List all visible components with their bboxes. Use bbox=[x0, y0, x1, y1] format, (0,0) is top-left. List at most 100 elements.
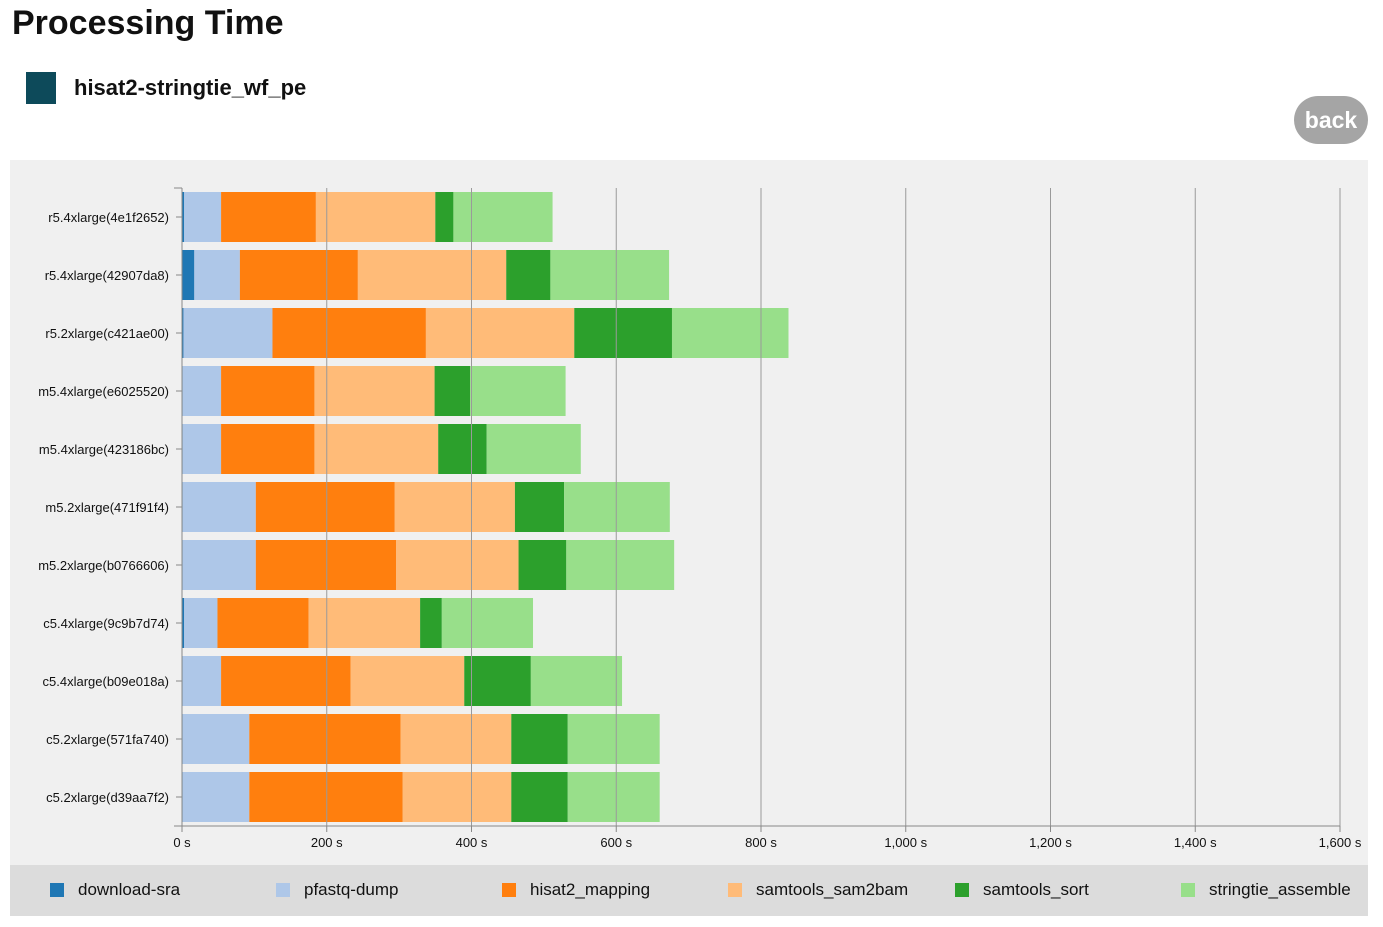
gridlines bbox=[326, 188, 1341, 826]
bar-segment bbox=[314, 424, 439, 474]
bar-segment bbox=[182, 656, 222, 706]
y-tick-label: c5.2xlarge(571fa740) bbox=[46, 732, 169, 747]
bar-segment bbox=[182, 540, 256, 590]
x-tick-label: 1,200 s bbox=[1029, 835, 1072, 850]
y-tick-label: r5.4xlarge(4e1f2652) bbox=[48, 210, 169, 225]
bar-segment bbox=[183, 308, 273, 358]
bar-segment bbox=[221, 192, 316, 242]
workflow-label: hisat2-stringtie_wf_pe bbox=[74, 75, 307, 100]
bar-segment bbox=[453, 192, 553, 242]
bar-segment bbox=[184, 192, 222, 242]
y-tick-label: m5.4xlarge(e6025520) bbox=[38, 384, 169, 399]
legend-label: pfastq-dump bbox=[304, 880, 399, 899]
bar-segment bbox=[566, 540, 675, 590]
series-legend: download-sra pfastq-dump hisat2_mapping sam… bbox=[10, 865, 1368, 916]
bar-segment bbox=[255, 482, 395, 532]
bar-segment bbox=[400, 714, 512, 764]
bar-segment bbox=[550, 250, 670, 300]
bar-segment bbox=[194, 250, 240, 300]
bar-segment bbox=[402, 772, 512, 822]
bar-segment bbox=[434, 366, 471, 416]
legend-swatch bbox=[50, 883, 64, 897]
bar-segment bbox=[182, 192, 185, 242]
bar-segment bbox=[530, 656, 623, 706]
bar-segment bbox=[511, 714, 568, 764]
bar-segment bbox=[435, 192, 454, 242]
x-tick-label: 800 s bbox=[745, 835, 777, 850]
bar-segment bbox=[567, 772, 660, 822]
bar-segment bbox=[486, 424, 581, 474]
page-title: Processing Time bbox=[12, 4, 284, 42]
bar-segment bbox=[574, 308, 672, 358]
x-tick-label: 1,000 s bbox=[884, 835, 927, 850]
bar-segment bbox=[217, 598, 309, 648]
legend-label: hisat2_mapping bbox=[530, 880, 651, 899]
bar-segment bbox=[221, 424, 315, 474]
bar-segment bbox=[239, 250, 358, 300]
y-tick-label: r5.2xlarge(c421ae00) bbox=[45, 326, 169, 341]
bar-segment bbox=[394, 482, 515, 532]
bar-segment bbox=[464, 656, 531, 706]
workflow-swatch bbox=[26, 72, 56, 104]
legend-item-download-sra: download-sra bbox=[50, 880, 180, 900]
bar-segment bbox=[182, 714, 250, 764]
workflow-legend: hisat2-stringtie_wf_pe bbox=[26, 72, 306, 104]
processing-time-chart: r5.4xlarge(4e1f2652) r5.4xlarge(42907da8)… bbox=[38, 187, 1362, 850]
legend-label: stringtie_assemble bbox=[1209, 880, 1351, 899]
bar-segment bbox=[249, 714, 401, 764]
bar-segment bbox=[425, 308, 575, 358]
y-tick-label: c5.2xlarge(d39aa7f2) bbox=[46, 790, 169, 805]
y-tick-label: m5.2xlarge(471f91f4) bbox=[45, 500, 169, 515]
x-tick-label: 600 s bbox=[600, 835, 632, 850]
legend-item-hisat2-mapping: hisat2_mapping bbox=[502, 880, 650, 900]
bar-segment bbox=[308, 598, 421, 648]
x-tick-label: 0 s bbox=[173, 835, 191, 850]
legend-swatch bbox=[276, 883, 290, 897]
y-tick-label: r5.4xlarge(42907da8) bbox=[45, 268, 169, 283]
y-tick-label: c5.4xlarge(9c9b7d74) bbox=[43, 616, 169, 631]
legend-swatch bbox=[728, 883, 742, 897]
legend-label: samtools_sort bbox=[983, 880, 1089, 899]
bar-segment bbox=[357, 250, 507, 300]
bar-segment bbox=[314, 366, 435, 416]
x-tick-label: 1,600 s bbox=[1319, 835, 1362, 850]
y-tick-label: c5.4xlarge(b09e018a) bbox=[43, 674, 169, 689]
legend-label: samtools_sam2bam bbox=[756, 880, 909, 899]
bar-segment bbox=[182, 424, 222, 474]
bar-segment bbox=[518, 540, 567, 590]
legend-item-samtools-sam2bam: samtools_sam2bam bbox=[728, 880, 908, 900]
back-button[interactable]: back bbox=[1294, 96, 1368, 144]
bar-segment bbox=[420, 598, 442, 648]
bar-segment bbox=[511, 772, 568, 822]
legend-swatch bbox=[1181, 883, 1195, 897]
bar-segment bbox=[272, 308, 426, 358]
legend-item-samtools-sort: samtools_sort bbox=[955, 880, 1089, 900]
bar-segment bbox=[315, 192, 436, 242]
bar-segment bbox=[184, 598, 218, 648]
y-tick-label: m5.4xlarge(423186bc) bbox=[39, 442, 169, 457]
legend-swatch bbox=[502, 883, 516, 897]
x-tick-label: 200 s bbox=[311, 835, 343, 850]
legend-item-pfastq-dump: pfastq-dump bbox=[276, 880, 399, 900]
bar-segment bbox=[396, 540, 519, 590]
bar-segment bbox=[182, 308, 184, 358]
x-tick-label: 400 s bbox=[456, 835, 488, 850]
bar-segment bbox=[441, 598, 534, 648]
x-tick-label: 1,400 s bbox=[1174, 835, 1217, 850]
bars bbox=[182, 192, 789, 822]
bar-segment bbox=[182, 772, 250, 822]
legend-item-stringtie-assemble: stringtie_assemble bbox=[1181, 880, 1351, 900]
bar-segment bbox=[438, 424, 487, 474]
bar-segment bbox=[221, 366, 315, 416]
legend-label: download-sra bbox=[78, 880, 181, 899]
bar-segment bbox=[182, 366, 222, 416]
y-tick-label: m5.2xlarge(b0766606) bbox=[38, 558, 169, 573]
bar-segment bbox=[255, 540, 397, 590]
bar-segment bbox=[506, 250, 551, 300]
bar-segment bbox=[470, 366, 566, 416]
bar-segment bbox=[249, 772, 403, 822]
bar-segment bbox=[567, 714, 660, 764]
bar-segment bbox=[182, 482, 256, 532]
bar-segment bbox=[182, 250, 195, 300]
bar-segment bbox=[514, 482, 565, 532]
